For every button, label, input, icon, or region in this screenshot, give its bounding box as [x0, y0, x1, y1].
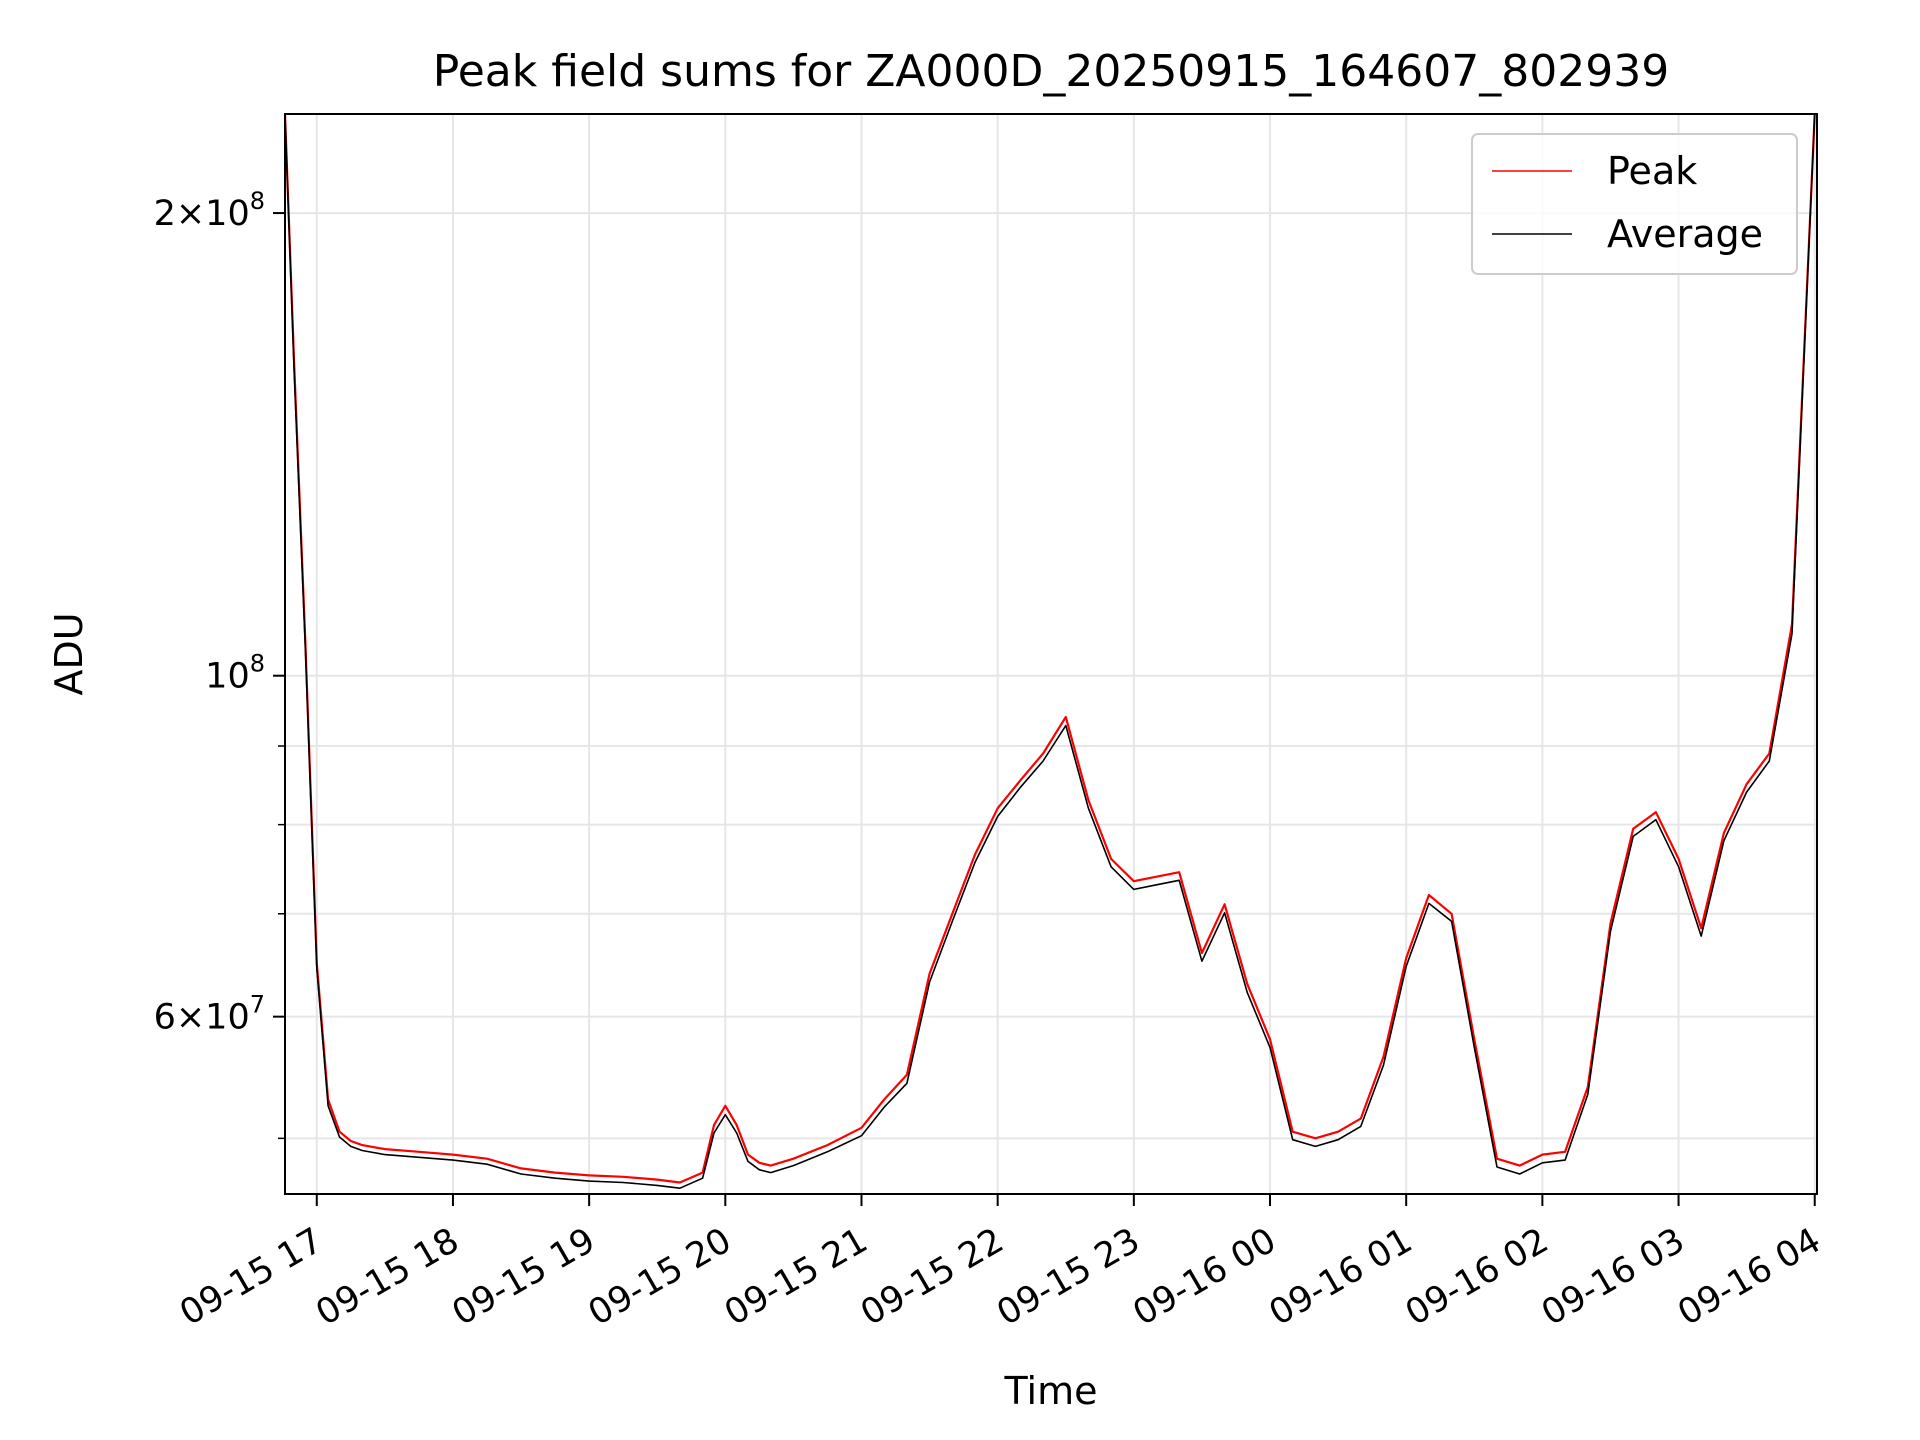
y-axis: 2×108 108 6×107 [154, 187, 285, 1140]
legend-label-peak: Peak [1607, 149, 1697, 193]
y-tick-label: 6×107 [154, 991, 265, 1038]
series-layer [285, 114, 1816, 1189]
legend-label-average: Average [1607, 212, 1763, 256]
y-tick-label: 2×108 [154, 187, 265, 234]
series-line-peak [285, 114, 1816, 1184]
x-axis-label: Time [1004, 1369, 1098, 1413]
y-axis-label: ADU [47, 612, 91, 695]
chart-title: Peak field sums for ZA000D_20250915_1646… [433, 46, 1669, 97]
legend: Peak Average [1471, 133, 1798, 275]
grid [285, 114, 1817, 1194]
plot-frame [284, 113, 1818, 1195]
y-tick-label: 108 [205, 650, 265, 697]
legend-box [1471, 133, 1798, 275]
series-line-average [285, 114, 1816, 1189]
